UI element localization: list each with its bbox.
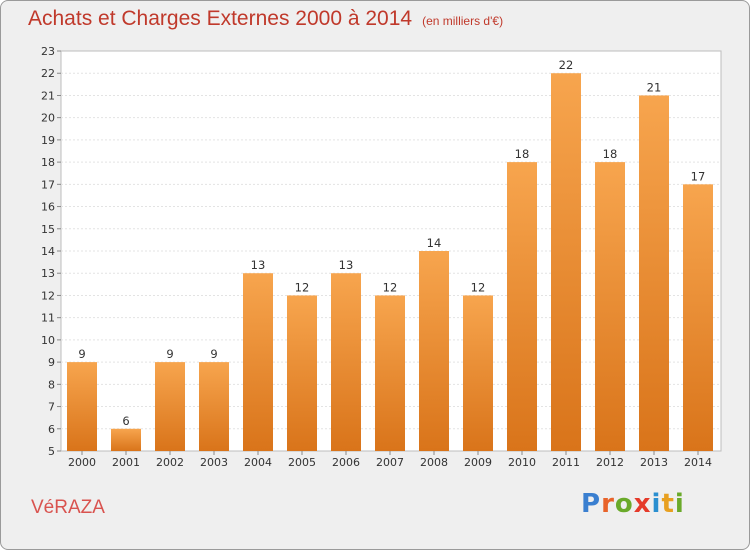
y-tick-label: 18: [41, 156, 55, 169]
x-tick-label: 2010: [508, 456, 536, 469]
bar-2005[interactable]: [287, 295, 317, 451]
x-tick-label: 2008: [420, 456, 448, 469]
x-tick-label: 2011: [552, 456, 580, 469]
town-name: VéRAZA: [31, 497, 105, 518]
bars: [67, 73, 713, 452]
y-tick-label: 20: [41, 112, 55, 125]
value-label: 9: [166, 347, 173, 361]
y-tick-label: 22: [41, 67, 55, 80]
value-label: 22: [559, 58, 574, 72]
value-label: 18: [515, 147, 530, 161]
y-tick-label: 17: [41, 178, 55, 191]
value-label: 12: [471, 280, 486, 294]
chart-title: Achats et Charges Externes 2000 à 2014 (e…: [28, 7, 503, 31]
bar-2003[interactable]: [199, 362, 229, 451]
bar-2009[interactable]: [463, 295, 493, 451]
x-tick-label: 2000: [68, 456, 96, 469]
bar-2008[interactable]: [419, 251, 449, 451]
logo-letter: P: [581, 489, 602, 519]
y-tick-label: 15: [41, 223, 55, 236]
bar-2001[interactable]: [111, 428, 141, 451]
logo-letter: o: [614, 489, 634, 519]
x-tick-label: 2014: [684, 456, 712, 469]
y-tick-label: 9: [48, 356, 55, 369]
value-label: 6: [122, 414, 129, 428]
value-label: 9: [78, 347, 85, 361]
x-axis-ticks: 2000 2001 2002 2003 2004 2005 2006 2007 2008 2009…: [68, 451, 712, 469]
y-tick-label: 8: [48, 378, 55, 391]
x-tick-label: 2012: [596, 456, 624, 469]
value-labels: 9 6 9 9 13 12 13 12 14 12 18 22 18 21 17: [78, 58, 705, 428]
y-tick-label: 21: [41, 89, 55, 102]
value-label: 14: [427, 236, 442, 250]
bar-2012[interactable]: [595, 162, 625, 451]
chart-subtitle: (en milliers d'€): [422, 14, 504, 28]
x-tick-label: 2004: [244, 456, 272, 469]
x-tick-label: 2013: [640, 456, 668, 469]
logo-letter: i: [651, 489, 662, 519]
y-tick-label: 12: [41, 289, 55, 302]
value-label: 9: [210, 347, 217, 361]
x-tick-label: 2003: [200, 456, 228, 469]
bar-2011[interactable]: [551, 73, 581, 451]
bar-2004[interactable]: [243, 273, 273, 451]
x-tick-label: 2001: [112, 456, 140, 469]
logo-letter: i: [674, 489, 685, 519]
x-tick-label: 2005: [288, 456, 316, 469]
value-label: 13: [251, 258, 266, 272]
proxiti-logo[interactable]: Proxiti: [581, 489, 685, 519]
x-tick-label: 2002: [156, 456, 184, 469]
chart-title-text: Achats et Charges Externes 2000 à 2014: [28, 7, 413, 30]
bar-2002[interactable]: [155, 362, 185, 451]
logo-letter: x: [633, 489, 652, 519]
y-tick-label: 19: [41, 134, 55, 147]
value-label: 12: [383, 280, 398, 294]
logo-letter: t: [661, 489, 675, 519]
y-axis-ticks: 5 6 7 8 9 10 11 12 13 14 15 16 17 18 19 20 21 22 23: [41, 45, 61, 458]
y-tick-label: 23: [41, 45, 55, 58]
y-tick-label: 14: [41, 245, 55, 258]
logo-letter: r: [601, 489, 615, 519]
value-label: 12: [295, 280, 310, 294]
value-label: 21: [647, 80, 662, 94]
bar-2014[interactable]: [683, 184, 713, 452]
bar-2010[interactable]: [507, 162, 537, 451]
value-label: 17: [691, 169, 706, 183]
y-tick-label: 16: [41, 201, 55, 214]
value-label: 13: [339, 258, 354, 272]
x-tick-label: 2006: [332, 456, 360, 469]
y-tick-label: 5: [48, 445, 55, 458]
bar-2000[interactable]: [67, 362, 97, 451]
bar-2013[interactable]: [639, 95, 669, 451]
y-tick-label: 13: [41, 267, 55, 280]
value-label: 18: [603, 147, 618, 161]
bar-2006[interactable]: [331, 273, 361, 451]
y-tick-label: 6: [48, 423, 55, 436]
y-tick-label: 11: [41, 312, 55, 325]
x-tick-label: 2009: [464, 456, 492, 469]
y-tick-label: 7: [48, 401, 55, 414]
y-tick-label: 10: [41, 334, 55, 347]
bar-2007[interactable]: [375, 295, 405, 451]
x-tick-label: 2007: [376, 456, 404, 469]
